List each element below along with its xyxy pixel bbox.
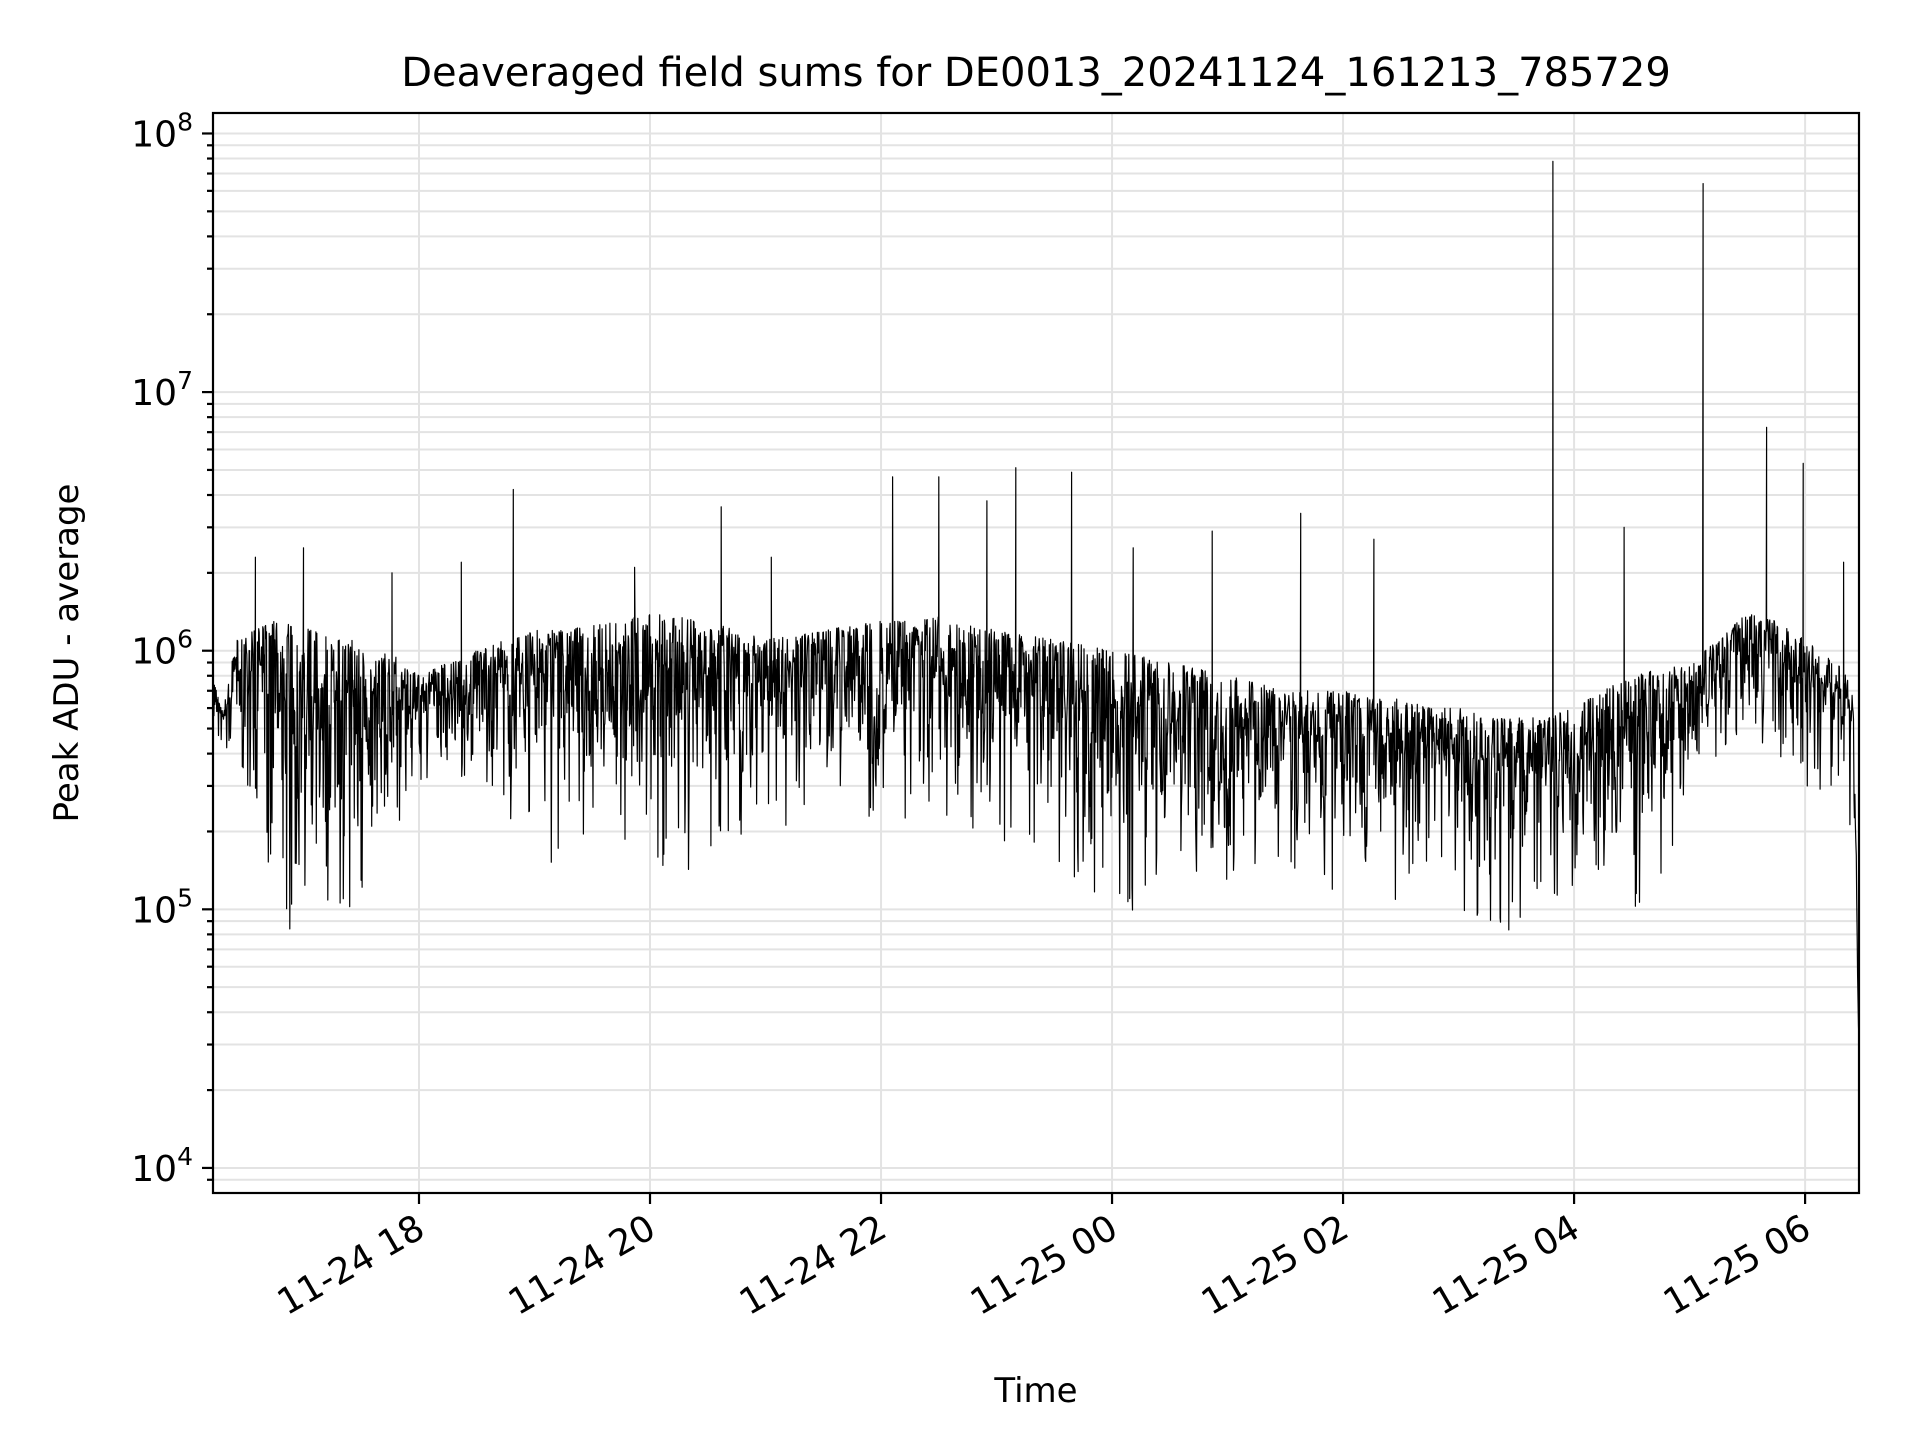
- plot-frame: [211, 111, 1861, 1195]
- chart-title: Deaveraged field sums for DE0013_2024112…: [401, 50, 1671, 96]
- y-tick-label-base: 10: [131, 114, 177, 155]
- y-tick-label-exponent: 6: [177, 625, 193, 654]
- series-line: [212, 160, 1860, 1041]
- y-tick-label-exponent: 7: [177, 366, 193, 395]
- y-tick-label-exponent: 8: [177, 107, 193, 136]
- x-axis-label: Time: [993, 1371, 1077, 1411]
- y-tick-label-base: 10: [131, 373, 177, 414]
- series-trace: [212, 160, 1860, 1041]
- y-tick-label: 104: [131, 1142, 193, 1190]
- y-tick-label-exponent: 4: [177, 1142, 193, 1171]
- y-tick-label: 107: [131, 366, 193, 414]
- y-tick-label-exponent: 5: [177, 883, 193, 912]
- y-tick-label-base: 10: [131, 890, 177, 931]
- y-axis-label: Peak ADU - average: [47, 484, 87, 823]
- y-tick-label: 105: [131, 883, 193, 931]
- y-tick-label: 106: [131, 625, 193, 673]
- y-tick-label: 108: [131, 107, 193, 155]
- grid: [213, 113, 1859, 1193]
- y-tick-label-base: 10: [131, 632, 177, 673]
- y-tick-label-base: 10: [131, 1149, 177, 1190]
